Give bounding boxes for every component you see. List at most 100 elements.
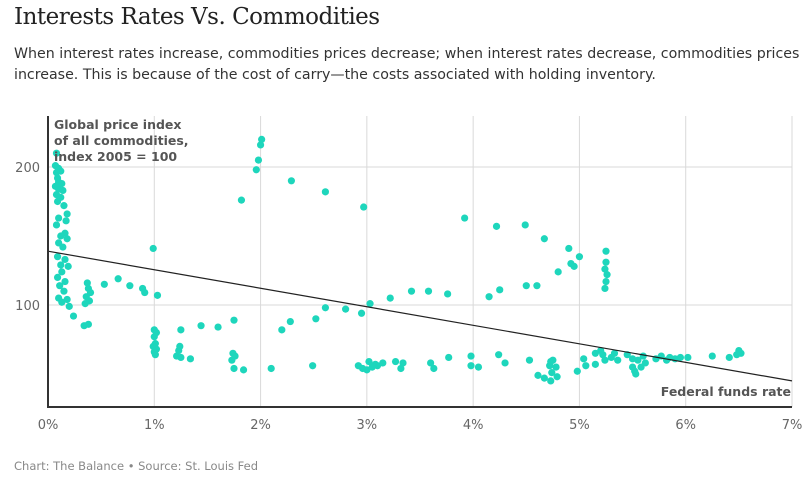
data-point [521,221,529,229]
data-point [52,221,61,229]
axis-ticks: 0% 1% 2% 3% 4% 5% 6% 7% 100 200 [15,161,802,433]
data-point [599,351,607,359]
data-point [126,282,134,290]
data-point [175,346,183,355]
data-point [591,360,599,368]
data-point [676,353,685,362]
data-point [495,351,503,359]
data-point [149,244,157,253]
data-point [321,188,330,196]
data-points [51,135,745,385]
data-point [197,322,205,330]
data-point [601,356,609,364]
data-point [485,293,493,301]
data-point [150,333,158,341]
data-point [474,363,483,371]
data-point [496,286,504,294]
data-point [60,287,68,295]
data-point [57,261,65,269]
data-point [632,370,640,378]
data-point [601,265,609,273]
data-point [522,282,530,290]
data-point [58,179,66,188]
chart-subtitle: When interest rates increase, commoditie… [14,46,800,83]
data-point [177,326,185,334]
data-point [379,359,387,367]
data-point [407,287,416,295]
x-tick-label: 5% [569,418,590,433]
data-point [84,320,92,328]
data-point [547,377,555,385]
trend-line [47,250,793,382]
y-tick-label: 100 [15,299,40,314]
data-point [424,287,433,295]
data-point [639,352,647,360]
data-point [63,210,71,218]
data-point [525,356,534,364]
data-point [602,247,610,255]
data-point [278,326,286,334]
chart-source-footer: Chart: The Balance • Source: St. Louis F… [14,459,259,473]
data-point [602,277,610,286]
y-axis-label-line: Global price index [54,117,181,132]
data-point [371,360,379,368]
x-tick-label: 4% [463,418,484,433]
data-point [365,357,373,366]
data-point [63,235,71,243]
data-point [321,304,330,312]
data-point [63,295,71,304]
data-point [554,268,562,276]
data-point [684,353,692,362]
x-tick-label: 7% [782,418,803,433]
data-point [53,197,62,206]
data-point [69,312,78,320]
x-tick-label: 2% [250,418,271,433]
data-point [186,355,195,363]
data-point [492,222,501,230]
data-point [287,177,295,185]
data-point [267,364,275,373]
data-point [552,363,560,371]
data-point [114,275,122,283]
data-point [57,167,65,175]
data-point [467,362,475,370]
data-point [357,309,366,317]
data-point [83,279,91,287]
data-point [214,323,222,331]
data-point [151,351,159,359]
data-point [59,243,67,251]
data-point [391,357,400,366]
data-point [230,316,238,324]
data-point [61,255,69,264]
data-point [580,355,588,363]
data-point [445,353,453,362]
x-tick-label: 1% [144,418,165,433]
data-point [59,186,67,195]
data-point [467,352,475,360]
data-point [61,277,69,286]
data-point [553,373,561,381]
data-point [228,356,236,364]
data-point [501,359,509,367]
data-point [725,353,733,362]
data-point [64,262,72,270]
data-point [55,214,63,222]
data-point [141,288,149,297]
data-point [614,356,622,364]
data-point [444,290,452,298]
data-point [430,364,438,373]
data-point [254,156,263,164]
y-axis-label-line: of all commodities, [54,133,189,148]
data-point [62,217,70,225]
chart-title: Interests Rates Vs. Commodities [14,4,380,30]
data-point [591,349,599,357]
data-point [427,359,435,367]
data-point [708,352,716,360]
data-point [399,359,407,367]
data-point [548,369,556,377]
data-point [53,273,62,281]
data-point [634,356,642,364]
data-point [397,364,405,373]
